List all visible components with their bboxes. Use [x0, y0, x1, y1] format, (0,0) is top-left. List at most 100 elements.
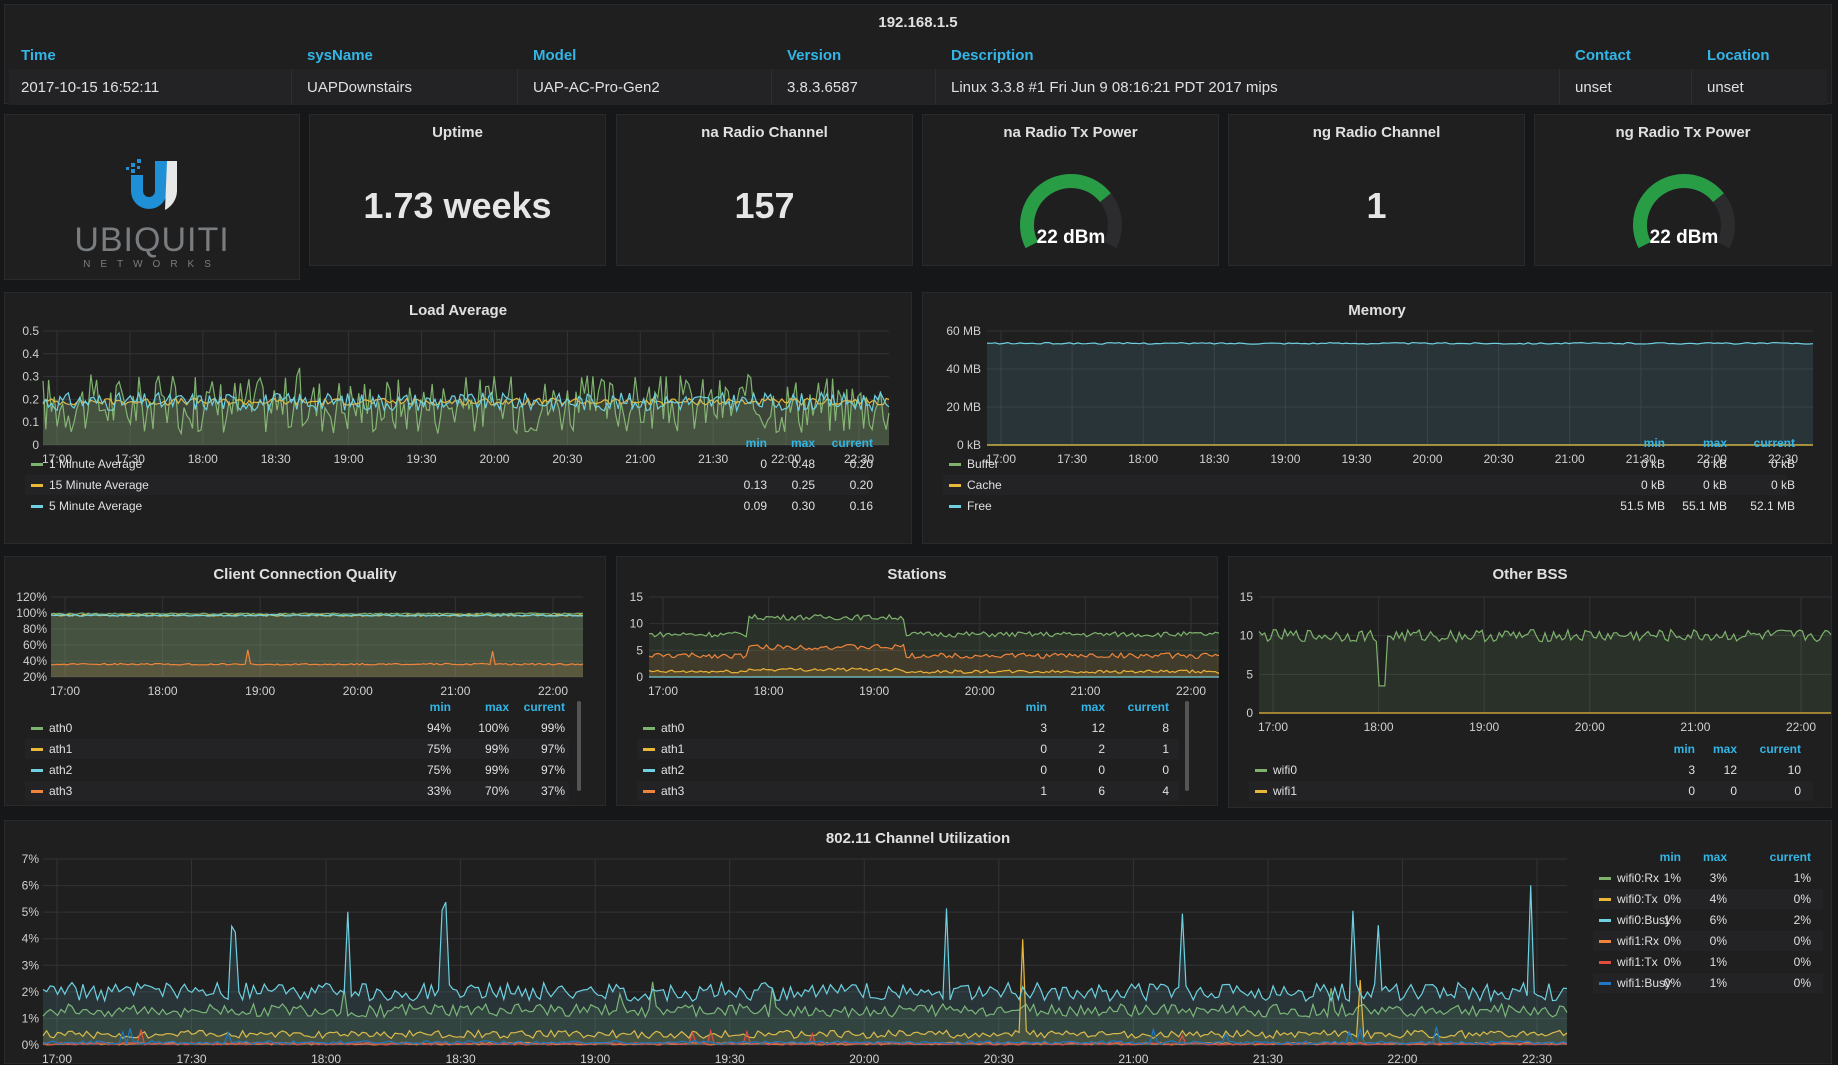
legend-header-current: current [1127, 700, 1169, 714]
legend-min-value: 75% [426, 763, 451, 777]
legend-item[interactable]: ath1 75% 99% 97% [25, 739, 569, 759]
series-line [50, 613, 583, 617]
chart-legend: min max current ath0 94% 100% 99% ath1 75% 99% 97%… [25, 697, 569, 802]
col-header-description[interactable]: Description [951, 47, 1034, 64]
y-tick-label: 0.1 [22, 415, 39, 429]
legend-swatch [643, 769, 655, 772]
logo-brand: UBIQUITI [74, 221, 230, 259]
series-area [987, 342, 1813, 445]
legend-item[interactable]: wifi1:Tx 0% 1% 0% [1593, 952, 1823, 972]
legend-max-value: 99% [484, 763, 509, 777]
legend-item[interactable]: Buffer 0 kB 0 kB 0 kB [943, 454, 1795, 474]
ng-radio-channel-title: ng Radio Channel [1312, 124, 1441, 141]
y-tick-label: 7% [22, 852, 40, 866]
legend-item[interactable]: wifi0:Tx 0% 4% 0% [1593, 889, 1823, 909]
col-header-contact[interactable]: Contact [1575, 47, 1631, 64]
series-area [649, 614, 1219, 677]
legend-item[interactable]: wifi1:Busy 0% 1% 0% [1593, 973, 1823, 993]
legend-min-value: 1 [1040, 784, 1047, 798]
legend-current-value: 0% [1793, 934, 1811, 948]
cell-description: Linux 3.3.8 #1 Fri Jun 9 08:16:21 PDT 20… [951, 79, 1278, 96]
legend-item[interactable]: ath3 33% 70% 37% [25, 781, 569, 801]
legend-item[interactable]: wifi0:Rx 1% 3% 1% [1593, 868, 1823, 888]
series-line [42, 1026, 1568, 1046]
legend-item[interactable]: ath0 3 12 8 [637, 718, 1179, 738]
legend-item[interactable]: ath1 0 2 1 [637, 739, 1179, 759]
legend-min-value: 0.09 [743, 499, 767, 513]
legend-swatch [31, 748, 43, 751]
legend-item[interactable]: wifi1 0 0 0 [1249, 781, 1813, 801]
legend-swatch [31, 484, 43, 487]
y-tick-label: 0 kB [957, 438, 981, 452]
legend-current-value: 0% [1793, 976, 1811, 990]
x-tick-label: 22:00 [1387, 1052, 1417, 1065]
legend-item[interactable]: ath2 75% 99% 97% [25, 760, 569, 780]
legend-min-value: 1% [1663, 871, 1681, 885]
legend-item[interactable]: wifi0 3 12 10 [1249, 760, 1813, 780]
series-area [51, 613, 583, 677]
legend-header-min: min [1673, 742, 1695, 756]
col-header-model[interactable]: Model [533, 47, 577, 64]
legend-scrollbar[interactable] [577, 701, 581, 791]
legend-max-value: 6% [1709, 913, 1727, 927]
legend-scrollbar[interactable] [1185, 701, 1189, 791]
y-tick-label: 60 MB [946, 324, 981, 338]
na-tx-power-gauge: 22 dBm [1020, 174, 1122, 249]
legend-max-value: 0 [1730, 784, 1737, 798]
series-line [50, 649, 584, 666]
y-tick-label: 0.2 [22, 392, 39, 406]
legend-header-max: max [1702, 850, 1727, 864]
y-tick-label: 20% [23, 670, 47, 684]
col-header-sysname[interactable]: sysName [307, 47, 373, 64]
chart-legend: min max current ath0 3 12 8 ath1 0 2 1 ath2 0 0 0 ath3 1… [637, 697, 1179, 802]
series-line [42, 367, 890, 436]
series-line [648, 613, 1219, 639]
panel-title: Load Average [408, 302, 508, 319]
x-tick-label: 22:00 [1176, 684, 1206, 698]
legend-series-name: ath1 [661, 742, 685, 756]
legend-swatch [31, 463, 43, 466]
legend-swatch [1599, 982, 1611, 985]
legend-item[interactable]: ath2 0 0 0 [637, 760, 1179, 780]
y-tick-label: 10 [1240, 629, 1254, 643]
x-tick-label: 19:00 [1270, 452, 1300, 466]
legend-item[interactable]: 15 Minute Average 0.13 0.25 0.20 [25, 475, 873, 495]
legend-item[interactable]: Cache 0 kB 0 kB 0 kB [943, 475, 1795, 495]
legend-min-value: 51.5 MB [1620, 499, 1665, 513]
legend-max-value: 55.1 MB [1682, 499, 1727, 513]
legend-item[interactable]: Free 51.5 MB 55.1 MB 52.1 MB [943, 496, 1795, 516]
legend-series-name: Buffer [967, 457, 999, 471]
col-header-version[interactable]: Version [787, 47, 842, 64]
col-header-time[interactable]: Time [21, 47, 56, 64]
x-tick-label: 21:00 [1555, 452, 1585, 466]
legend-current-value: 1 [1162, 742, 1169, 756]
na-radio-tx-power-panel: na Radio Tx Power 22 dBm [922, 114, 1219, 266]
legend-item[interactable]: wifi0:Busy 1% 6% 2% [1593, 910, 1823, 930]
legend-swatch [1599, 961, 1611, 964]
legend-swatch [1255, 790, 1267, 793]
legend-min-value: 75% [426, 742, 451, 756]
uptime-panel: Uptime 1.73 weeks [309, 114, 606, 266]
legend-min-value: 0% [1663, 955, 1681, 969]
legend-item[interactable]: 1 Minute Average 0 0.48 0.20 [25, 454, 873, 474]
series-area [43, 367, 889, 445]
legend-item[interactable]: ath3 1 6 4 [637, 781, 1179, 801]
chart-svg: 0 kB 20 MB 40 MB 60 MB 17:00 17:30 18:00 18:30 1… [946, 324, 1814, 466]
legend-series-name: ath3 [661, 784, 685, 798]
x-tick-label: 20:00 [965, 684, 995, 698]
chart-svg: 0 5 10 15 17:00 18:00 19:00 20:00 21:00 22:00 [630, 590, 1219, 698]
x-tick-label: 19:30 [715, 1052, 745, 1065]
y-tick-label: 120% [16, 590, 47, 604]
series-line [986, 341, 1814, 345]
legend-max-value: 6 [1098, 784, 1105, 798]
legend-current-value: 0 kB [1770, 457, 1795, 471]
legend-item[interactable]: 5 Minute Average 0.09 0.30 0.16 [25, 496, 873, 516]
col-header-location[interactable]: Location [1707, 47, 1770, 64]
legend-current-value: 4 [1162, 784, 1169, 798]
legend-item[interactable]: ath0 94% 100% 99% [25, 718, 569, 738]
stations-panel: Stations 0 5 10 15 17:00 18:00 19:00 20:00 21:00 2… [616, 556, 1219, 806]
legend-item[interactable]: wifi1:Rx 0% 0% 0% [1593, 931, 1823, 951]
y-tick-label: 6% [22, 879, 40, 893]
x-tick-label: 22:30 [1768, 452, 1798, 466]
na-radio-channel-panel: na Radio Channel 157 [616, 114, 913, 266]
